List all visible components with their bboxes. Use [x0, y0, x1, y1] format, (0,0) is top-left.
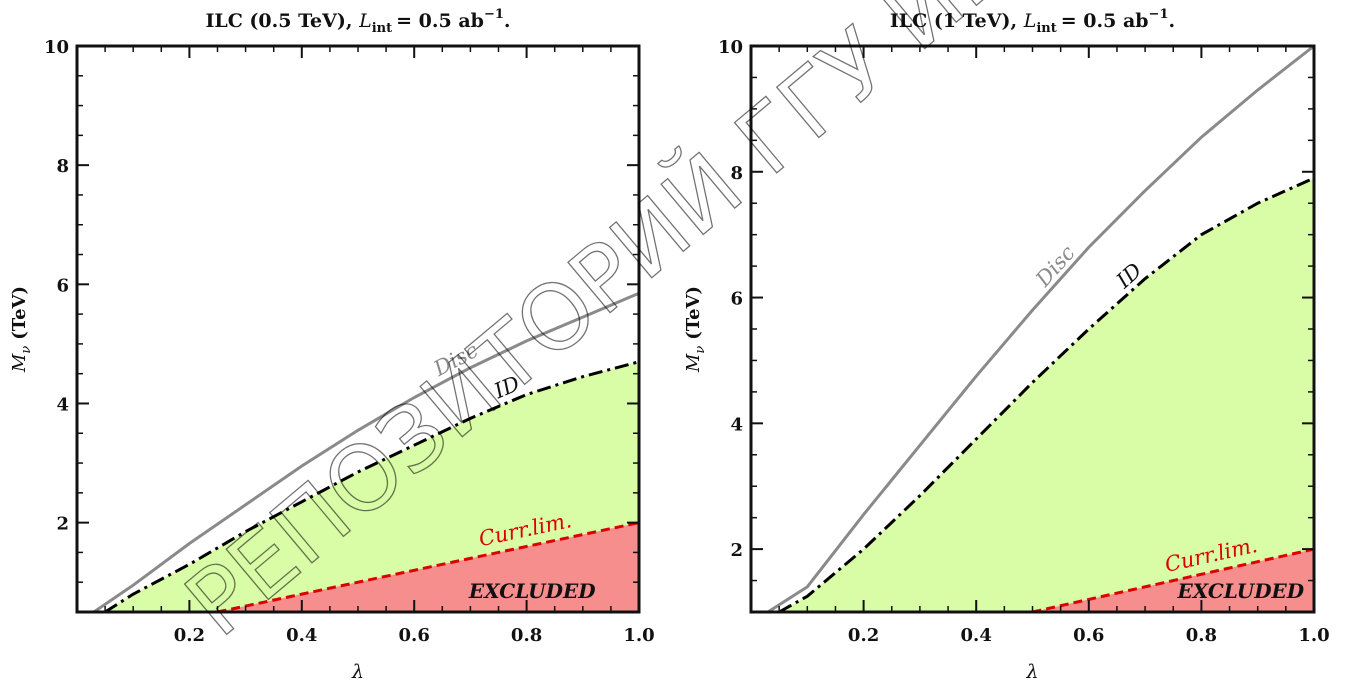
x-tick-label: 0.8	[511, 625, 542, 646]
excluded-label: EXCLUDED	[1176, 579, 1304, 603]
title-lumi: L	[358, 10, 372, 32]
y-tick-label: 6	[730, 289, 743, 310]
title-lumi-sub: int	[1036, 21, 1056, 36]
series-line-disc	[767, 44, 1315, 614]
y-tick-label: 4	[730, 414, 743, 435]
title-end: .	[504, 10, 511, 32]
series-line-disc	[93, 291, 640, 614]
y-tick-label: 8	[56, 156, 69, 177]
title-prefix: ILC (1 TeV),	[890, 10, 1024, 32]
series-line-id	[778, 176, 1315, 614]
chart-title: ILC (0.5 TeV), Lint = 0.5 ab−1.	[205, 7, 510, 36]
series-line-curr-lim	[1032, 547, 1315, 614]
title-lumi: L	[1023, 10, 1037, 32]
x-tick-label: 0.2	[174, 625, 205, 646]
y-axis-label: Mν (TeV)	[683, 286, 708, 373]
y-axis-label-sub: ν	[693, 346, 708, 354]
title-end: .	[1169, 10, 1176, 32]
x-tick-label: 0.4	[286, 625, 317, 646]
title-lumi-sub: int	[372, 21, 392, 36]
y-tick-label: 2	[730, 540, 743, 561]
x-axis-label: λ	[351, 661, 364, 683]
x-tick-label: 0.6	[399, 625, 430, 646]
x-tick-label: 0.2	[848, 625, 879, 646]
x-tick-label: 1.0	[1298, 625, 1329, 646]
y-axis-label-main: M	[9, 353, 30, 373]
x-tick-label: 0.4	[961, 625, 992, 646]
y-tick-label: 8	[730, 163, 743, 184]
y-tick-label: 10	[44, 37, 69, 58]
y-tick-label: 4	[56, 394, 69, 415]
title-suffix: = 0.5 ab	[1061, 10, 1149, 32]
title-exp: −1	[484, 7, 504, 22]
x-tick-label: 1.0	[623, 625, 654, 646]
title-exp: −1	[1149, 7, 1169, 22]
series-line-id	[104, 360, 640, 614]
chart-title: ILC (1 TeV), Lint = 0.5 ab−1.	[890, 7, 1175, 36]
y-axis-label: Mν (TeV)	[9, 286, 34, 373]
series-line-curr-lim	[217, 521, 640, 614]
x-tick-label: 0.6	[1073, 625, 1104, 646]
title-suffix: = 0.5 ab	[396, 10, 484, 32]
x-axis-label: λ	[1025, 661, 1038, 683]
y-tick-label: 6	[56, 275, 69, 296]
y-axis-label-unit: (TeV)	[9, 286, 30, 340]
title-prefix: ILC (0.5 TeV),	[205, 10, 359, 32]
y-axis-label-unit: (TeV)	[683, 286, 704, 340]
y-axis-label-sub: ν	[19, 346, 34, 354]
x-tick-label: 0.8	[1186, 625, 1217, 646]
y-tick-label: 2	[56, 514, 69, 535]
y-tick-label: 10	[718, 37, 743, 58]
excluded-label: EXCLUDED	[468, 579, 596, 603]
y-axis-label-main: M	[683, 353, 704, 373]
